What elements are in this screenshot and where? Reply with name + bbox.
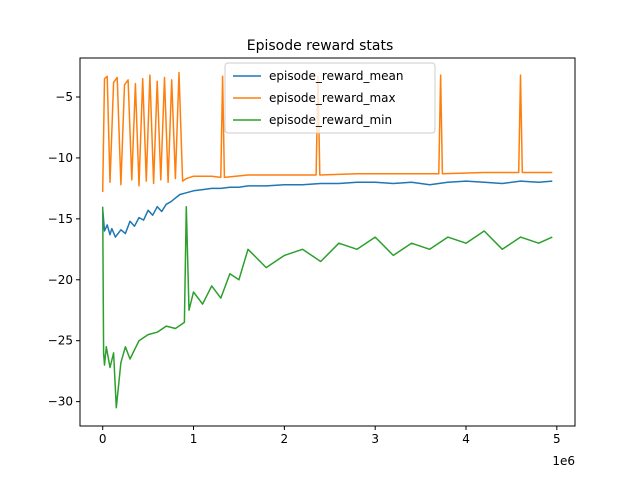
legend-box bbox=[224, 62, 436, 134]
series-line-episode-reward-min bbox=[101, 205, 553, 409]
legend: episode_reward_mean episode_reward_maxepi… bbox=[224, 62, 436, 134]
x-tick-label: 0 bbox=[99, 432, 107, 446]
legend-label: episode_reward_min bbox=[269, 113, 392, 127]
x-tick-label: 4 bbox=[462, 432, 470, 446]
legend-label: episode_reward_max bbox=[269, 91, 396, 105]
chart-title: Episode reward stats bbox=[247, 38, 394, 54]
x-tick-label: 2 bbox=[281, 432, 289, 446]
x-tick-label: 1 bbox=[190, 432, 198, 446]
axes: 0 1 2 3 4 5 −30 −25 −20 −15 −10 −5 bbox=[48, 57, 576, 446]
y-tick-label: −10 bbox=[48, 151, 73, 165]
legend-label: episode_reward_mean bbox=[269, 69, 404, 83]
x-tick-label: 3 bbox=[371, 432, 379, 446]
plot-area bbox=[101, 71, 553, 409]
y-tick-label: −5 bbox=[55, 90, 73, 104]
x-axis-offset-label: 1e6 bbox=[552, 454, 575, 468]
series-line-episode-reward-max bbox=[101, 71, 553, 193]
y-tick-label: −15 bbox=[48, 212, 73, 226]
axes-frame bbox=[79, 57, 576, 427]
x-tick-label: 5 bbox=[553, 432, 561, 446]
y-tick-label: −30 bbox=[48, 395, 73, 409]
y-tick-label: −20 bbox=[48, 273, 73, 287]
y-tick-label: −25 bbox=[48, 334, 73, 348]
series-line-episode-reward-mean bbox=[101, 180, 553, 238]
